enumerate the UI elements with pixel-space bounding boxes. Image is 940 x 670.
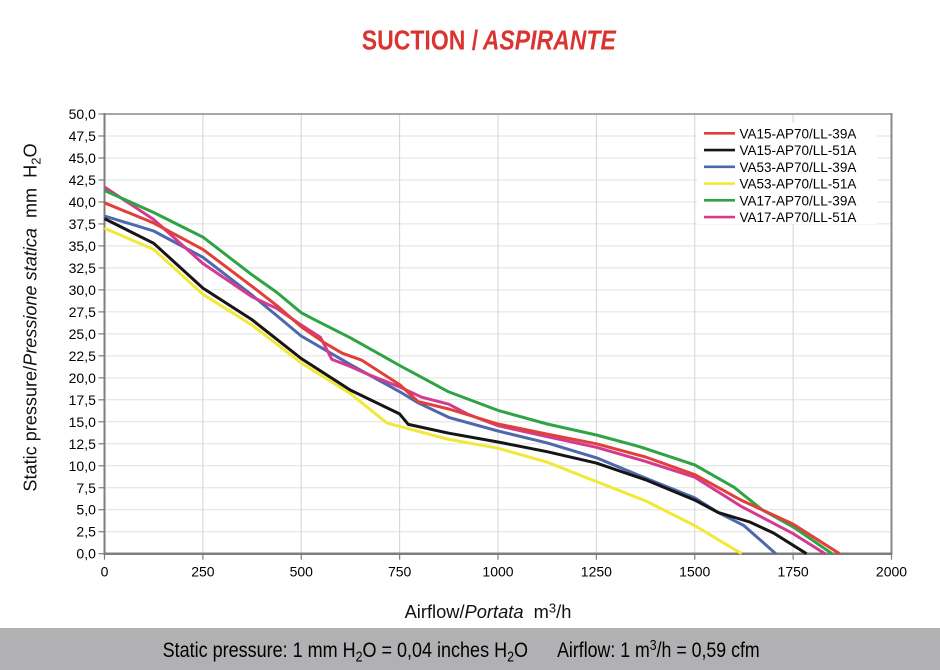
svg-text:1250: 1250 xyxy=(581,564,612,580)
svg-text:45,0: 45,0 xyxy=(69,150,96,166)
svg-text:12,5: 12,5 xyxy=(69,436,96,452)
svg-text:22,5: 22,5 xyxy=(69,348,96,364)
svg-text:37,5: 37,5 xyxy=(69,216,96,232)
svg-text:VA53-AP70/LL-51A: VA53-AP70/LL-51A xyxy=(740,177,857,192)
svg-text:10,0: 10,0 xyxy=(69,458,96,474)
svg-text:32,5: 32,5 xyxy=(69,260,96,276)
svg-text:15,0: 15,0 xyxy=(69,414,96,430)
svg-text:35,0: 35,0 xyxy=(69,238,96,254)
svg-text:42,5: 42,5 xyxy=(69,172,96,188)
svg-text:VA17-AP70/LL-51A: VA17-AP70/LL-51A xyxy=(740,210,857,225)
svg-text:17,5: 17,5 xyxy=(69,392,96,408)
svg-text:VA17-AP70/LL-39A: VA17-AP70/LL-39A xyxy=(740,193,857,208)
svg-text:750: 750 xyxy=(388,564,412,580)
svg-text:VA15-AP70/LL-51A: VA15-AP70/LL-51A xyxy=(740,143,857,158)
svg-text:Airflow/Portata m3/h: Airflow/Portata m3/h xyxy=(405,601,572,623)
svg-text:27,5: 27,5 xyxy=(69,304,96,320)
svg-text:0: 0 xyxy=(101,564,109,580)
svg-text:2000: 2000 xyxy=(876,564,907,580)
svg-text:Airflow: 1 m3/h = 0,59 cfm: Airflow: 1 m3/h = 0,59 cfm xyxy=(557,637,760,662)
svg-text:2,5: 2,5 xyxy=(76,524,96,540)
svg-text:VA53-AP70/LL-39A: VA53-AP70/LL-39A xyxy=(740,160,857,175)
svg-text:50,0: 50,0 xyxy=(69,106,96,122)
svg-text:0,0: 0,0 xyxy=(76,546,96,562)
svg-text:1500: 1500 xyxy=(679,564,710,580)
svg-text:500: 500 xyxy=(290,564,314,580)
svg-text:30,0: 30,0 xyxy=(69,282,96,298)
svg-text:VA15-AP70/LL-39A: VA15-AP70/LL-39A xyxy=(740,126,857,141)
svg-text:20,0: 20,0 xyxy=(69,370,96,386)
svg-text:7,5: 7,5 xyxy=(76,480,96,496)
svg-text:Static pressure: 1 mm H2O = 0,: Static pressure: 1 mm H2O = 0,04 inches … xyxy=(163,639,528,665)
svg-text:SUCTION / ASPIRANTE: SUCTION / ASPIRANTE xyxy=(362,25,617,56)
svg-text:5,0: 5,0 xyxy=(76,502,96,518)
svg-text:1750: 1750 xyxy=(778,564,809,580)
svg-text:47,5: 47,5 xyxy=(69,128,96,144)
svg-text:25,0: 25,0 xyxy=(69,326,96,342)
svg-text:40,0: 40,0 xyxy=(69,194,96,210)
svg-text:1000: 1000 xyxy=(482,564,513,580)
svg-text:250: 250 xyxy=(191,564,215,580)
svg-text:Static pressure/Pressione stat: Static pressure/Pressione statica mm H2O xyxy=(21,143,44,491)
